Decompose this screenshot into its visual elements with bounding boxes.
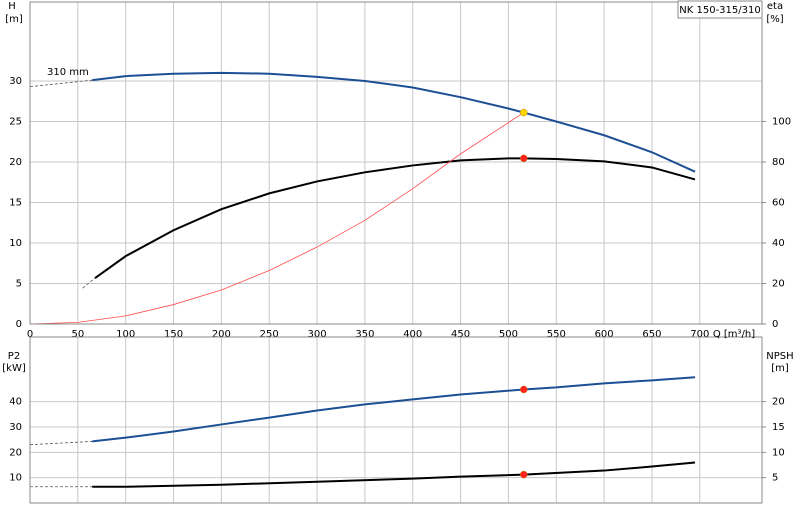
- x-tick-label: 100: [116, 329, 135, 340]
- y2-tick-label: 10: [772, 447, 785, 458]
- y-axis-unit: [kW]: [2, 363, 26, 374]
- duty-point: [519, 154, 528, 163]
- y-axis-label: H: [8, 1, 16, 12]
- y2-tick-label: 80: [772, 157, 785, 168]
- curve-label: 310 mm: [47, 67, 89, 78]
- y-tick-label: 5: [16, 278, 22, 289]
- y2-tick-label: 20: [772, 397, 785, 408]
- y-tick-label: 30: [9, 76, 22, 87]
- y2-tick-label: 0: [772, 319, 778, 330]
- x-tick-label: 150: [164, 329, 183, 340]
- bottom-frame: [29, 336, 763, 504]
- x-tick-label: 350: [355, 329, 374, 340]
- y2-tick-label: 100: [772, 116, 791, 127]
- x-tick-label: 500: [499, 329, 518, 340]
- x-tick-label: 0: [27, 329, 33, 340]
- x-tick-label: 450: [451, 329, 470, 340]
- dashed-extension: [29, 441, 93, 446]
- y2-tick-label: 15: [772, 422, 785, 433]
- y-tick-label: 20: [9, 447, 22, 458]
- curve: [92, 376, 696, 443]
- y-tick-label: 0: [16, 319, 22, 330]
- x-tick-label: 700: [690, 329, 709, 340]
- y2-axis-unit: [%]: [766, 14, 783, 25]
- y2-tick-label: 40: [772, 238, 785, 249]
- x-tick-label: 650: [642, 329, 661, 340]
- title-box: [677, 0, 763, 19]
- x-tick-label: 200: [212, 329, 231, 340]
- x-tick-label: 50: [71, 329, 84, 340]
- y-axis-label: P2: [8, 351, 20, 362]
- x-tick-label: 550: [547, 329, 566, 340]
- x-tick-label: 600: [595, 329, 614, 340]
- y-axis-unit: [m]: [5, 14, 23, 25]
- curve: [29, 112, 524, 325]
- y2-tick-label: 20: [772, 278, 785, 289]
- dashed-extension: [29, 79, 93, 88]
- y-tick-label: 30: [9, 422, 22, 433]
- top-frame: [29, 1, 763, 325]
- y-tick-label: 15: [9, 197, 22, 208]
- y2-axis-unit: [m]: [771, 363, 789, 374]
- y2-tick-label: 5: [772, 473, 778, 484]
- y-tick-label: 10: [9, 473, 22, 484]
- y2-axis-label: eta: [767, 1, 783, 12]
- duty-point: [519, 108, 528, 117]
- y-tick-label: 20: [9, 157, 22, 168]
- x-axis-label: Q [m³/h]: [713, 329, 755, 340]
- curve: [94, 157, 696, 279]
- y2-axis-label: NPSH: [766, 351, 793, 362]
- y-tick-label: 40: [9, 397, 22, 408]
- plots: 0 50 100 150 200 250 300 350 400 450 500 550 600 650 7…: [9, 2, 791, 503]
- duty-point: [519, 385, 528, 394]
- y-tick-label: 25: [9, 116, 22, 127]
- curve: [92, 71, 696, 173]
- curve: [92, 461, 696, 488]
- x-tick-label: 250: [260, 329, 279, 340]
- duty-point: [519, 470, 528, 479]
- x-tick-label: 300: [308, 329, 327, 340]
- y2-tick-label: 60: [772, 197, 785, 208]
- x-tick-label: 400: [403, 329, 422, 340]
- y-tick-label: 10: [9, 238, 22, 249]
- chart-title: NK 150-315/310: [679, 5, 760, 16]
- dashed-extension: [82, 277, 96, 289]
